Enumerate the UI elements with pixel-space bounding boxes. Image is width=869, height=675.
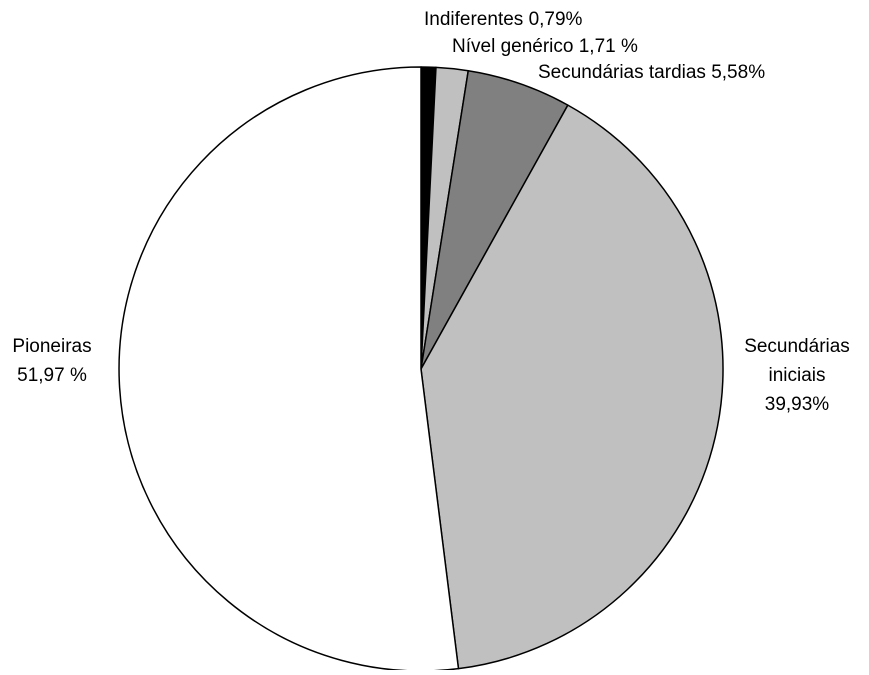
slice-label-secundarias-tardias: Secundárias tardias 5,58% — [538, 62, 765, 83]
slice-label-pioneiras: Pioneiras 51,97 % — [12, 336, 91, 386]
slice-label-line: Nível genérico 1,71 % — [452, 36, 638, 57]
pie-slices — [118, 66, 724, 672]
slice-label-line: Secundárias tardias 5,58% — [538, 62, 765, 83]
slice-label-line: Pioneiras — [12, 336, 91, 357]
slice-label-line: 39,93% — [765, 394, 830, 415]
slice-label-line: 51,97 % — [17, 365, 87, 386]
pie-slice-secundarias-iniciais — [420, 104, 724, 670]
slice-label-secundarias-iniciais: Secundárias iniciais 39,93% — [744, 336, 850, 415]
slice-label-nivel-generico: Nível genérico 1,71 % — [452, 36, 638, 57]
slice-label-indiferentes: Indiferentes 0,79% — [424, 9, 583, 30]
pie-slice-pioneiras — [118, 66, 460, 672]
slice-label-line: Indiferentes 0,79% — [424, 9, 583, 30]
pie-labels: Indiferentes 0,79% Nível genérico 1,71 % S… — [12, 9, 849, 415]
slice-label-line: Secundárias — [744, 336, 850, 357]
slice-label-line: iniciais — [768, 365, 825, 386]
